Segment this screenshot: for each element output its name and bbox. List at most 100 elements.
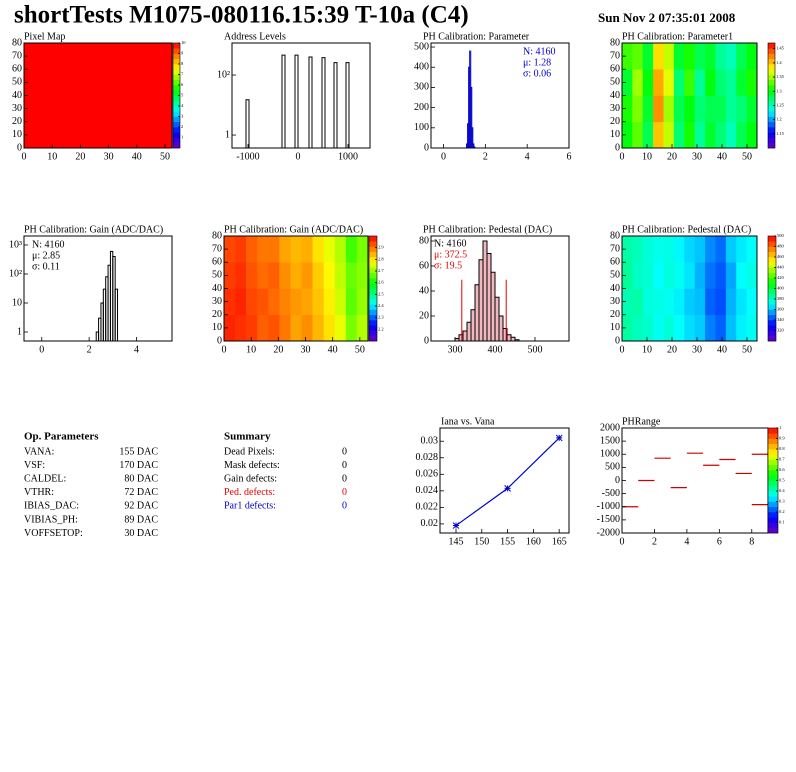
y-tick-label: 70: [212, 243, 222, 254]
heatmap-cell: [705, 314, 716, 342]
x-tick-label: 0: [620, 536, 625, 547]
x-tick-label: 155: [500, 536, 515, 547]
y-tick-label: 70: [610, 243, 620, 254]
colorbar-strip: [768, 43, 775, 49]
heatmap-cell: [653, 43, 664, 70]
colorbar-label: 360: [777, 307, 785, 312]
histogram-bar: [114, 288, 119, 342]
histogram-bar: [490, 271, 496, 342]
spike: [281, 54, 286, 148]
heatmap-cell: [684, 262, 695, 289]
heatmap-cell: [684, 95, 695, 123]
panel: Iana vs. Vana 145 150 155 160 165 0.02 0.022 0.0…: [416, 416, 570, 547]
colorbar-strip: [768, 100, 775, 107]
colorbar-strip: [768, 241, 776, 247]
colorbar-label: 420: [777, 275, 785, 280]
heatmap-cell: [725, 236, 737, 263]
y-tick-label: 20: [212, 309, 222, 320]
colorbar-strip: [768, 428, 778, 434]
heatmap-cell: [736, 121, 747, 149]
colorbar-strip: [768, 288, 776, 295]
y-tick-label: 10²: [217, 69, 230, 80]
y-tick-label: 0: [424, 335, 429, 346]
colorbar-label: 6: [181, 82, 184, 87]
x-tick-label: 2: [652, 536, 657, 547]
x-tick-label: 30: [692, 344, 702, 355]
x-tick-label: 20: [667, 151, 677, 162]
colorbar-label: 460: [777, 254, 785, 259]
y-tick-label: 1000: [600, 449, 620, 460]
heatmap-cell: [715, 262, 727, 289]
heatmap-cell: [632, 43, 644, 70]
stats-line: μ: 2.85: [32, 250, 60, 261]
y-tick-label: 70: [12, 50, 22, 61]
stats-line: μ: 1.28: [523, 57, 551, 68]
y-tick-label: 10²: [9, 268, 22, 279]
param-label: VANA:: [24, 446, 54, 457]
frame: [231, 42, 371, 149]
heatmap-cell: [334, 288, 347, 316]
heatmap-cell: [673, 69, 685, 96]
heatmap-cell: [279, 236, 291, 263]
param-value: 170 DAC: [119, 460, 158, 471]
y-tick-label: 0.03: [421, 436, 439, 447]
colorbar-strip: [768, 236, 776, 242]
heatmap-cell: [746, 95, 758, 123]
colorbar-strip: [768, 522, 778, 529]
heatmap-cell: [257, 262, 269, 289]
colorbar-strip: [369, 241, 377, 247]
y-tick-label: 80: [610, 37, 620, 48]
heatmap-cell: [663, 262, 675, 289]
x-tick-label: 40: [328, 344, 338, 355]
heatmap-cell: [653, 121, 664, 149]
colorbar-label: 1.2: [776, 117, 782, 122]
heatmap-cell: [290, 314, 302, 342]
colorbar-strip: [369, 283, 377, 289]
colorbar-strip: [173, 132, 180, 138]
colorbar-strip: [369, 309, 377, 316]
x-tick-label: -1000: [236, 151, 259, 162]
heatmap-cell: [746, 69, 758, 96]
heatmap-cell: [725, 288, 737, 316]
heatmap-cell: [622, 236, 633, 263]
colorbar-label: 0.5: [779, 478, 785, 483]
heatmap-cell: [736, 95, 747, 123]
y-tick-label: 300: [414, 82, 429, 93]
heatmap-cell: [653, 314, 664, 342]
y-tick-label: 0: [615, 475, 620, 486]
summary-value: 0: [342, 473, 347, 484]
colorbar-strip: [768, 58, 775, 65]
param-value: 155 DAC: [119, 446, 158, 457]
colorbar-strip: [369, 272, 377, 279]
param-label: VSF:: [24, 460, 45, 471]
heatmap-cell: [257, 288, 269, 316]
heatmap-cell: [632, 288, 644, 316]
stats-line: N: 4160: [434, 238, 467, 249]
y-tick-label: 1500: [600, 435, 620, 446]
heatmap-cell: [301, 236, 313, 263]
y-tick-label: 10³: [9, 239, 22, 250]
panel-title: PH Calibration: Gain (ADC/DAC): [24, 224, 163, 235]
heatmap-cell: [705, 236, 716, 263]
heatmap-cell: [622, 95, 633, 123]
heatmap-cell: [663, 121, 675, 149]
heatmap-cell: [663, 69, 675, 96]
heatmap-cell: [725, 314, 737, 342]
panel: PH Calibration: Gain (ADC/DAC)0 10 20 30 40 5…: [212, 224, 384, 355]
y-tick-label: 20: [610, 309, 620, 320]
heatmap-cell: [642, 262, 654, 289]
colorbar-strip: [173, 69, 180, 75]
x-tick-label: 10: [246, 344, 256, 355]
heatmap-cell: [246, 262, 258, 289]
heatmap-cell: [235, 236, 247, 263]
colorbar-strip: [768, 485, 778, 492]
heatmap-cell: [312, 288, 324, 316]
colorbar-label: 500: [777, 233, 785, 238]
heatmap-cell: [684, 121, 695, 149]
colorbar-strip: [768, 335, 776, 342]
summary-title: Summary: [224, 431, 271, 443]
x-tick-label: 50: [355, 344, 365, 355]
heatmap-cell: [345, 314, 358, 342]
